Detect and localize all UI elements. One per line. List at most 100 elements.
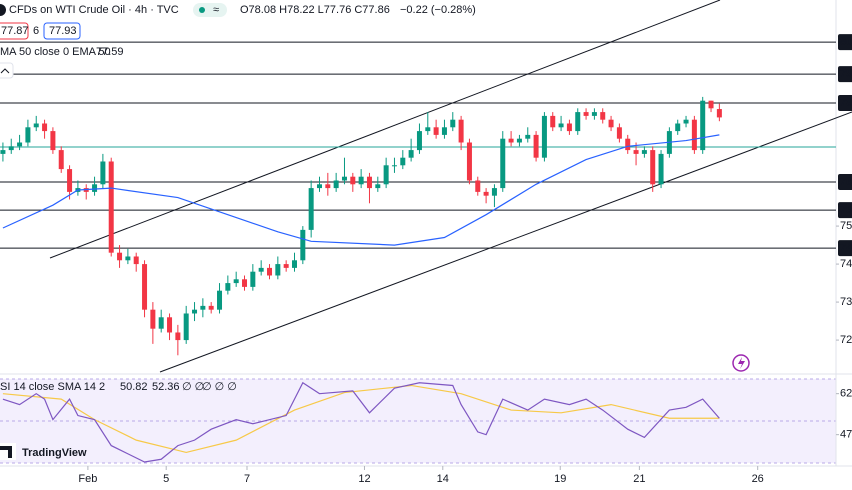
symbol-icon: [0, 4, 6, 16]
candle-body: [616, 127, 622, 139]
candle-body: [716, 109, 722, 118]
spread: 6: [33, 25, 39, 37]
candle-body: [583, 112, 589, 116]
x-tick-label: 5: [163, 473, 169, 485]
candle-body: [608, 119, 614, 128]
candle-body: [533, 134, 539, 158]
alert-icon[interactable]: [732, 354, 750, 372]
candle-body: [125, 256, 131, 261]
ask-box[interactable]: [43, 22, 81, 40]
level-tag: [838, 202, 852, 219]
x-tick-label: 26: [752, 473, 764, 485]
candle-body: [633, 150, 639, 154]
candle-body: [366, 176, 372, 189]
candle-body: [391, 165, 397, 167]
candle-body: [591, 112, 597, 116]
ask[interactable]: 77.93: [49, 25, 77, 37]
candle-body: [316, 184, 322, 189]
ema-legend-value: 77.59: [96, 46, 124, 58]
candle-body: [358, 176, 364, 185]
candle-body: [658, 153, 664, 185]
candle-body: [283, 264, 289, 268]
candle-body: [267, 267, 273, 276]
candle-body: [516, 138, 522, 143]
rsi-legend: SI 14 close SMA 14 2: [0, 381, 105, 393]
candle-body: [325, 184, 331, 189]
candle-body: [133, 256, 139, 265]
candle-body: [175, 332, 181, 341]
candle-body: [17, 142, 23, 147]
candle-body: [433, 127, 439, 135]
channel-lower: [159, 111, 852, 373]
ema-legend: MA 50 close 0 EMA 50: [0, 46, 111, 58]
candle-body: [575, 112, 581, 132]
candle-body: [500, 138, 506, 189]
candle-body: [92, 184, 98, 192]
candle-body: [375, 184, 381, 189]
candle-body: [458, 119, 464, 143]
level-label: 76: [840, 176, 852, 188]
candle-body: [100, 161, 106, 185]
candle-body: [25, 127, 31, 143]
change: −0.22 (−0.28%): [400, 4, 476, 16]
y-tick-label: 73: [840, 296, 852, 308]
candle-body: [233, 279, 239, 284]
candle-body: [408, 150, 414, 158]
rsi-legend-value: 50.82: [120, 381, 148, 393]
rsi-tick-label: 62: [840, 388, 852, 400]
logo-text: TradingView: [22, 447, 87, 459]
candle-body: [333, 180, 339, 189]
candle-body: [700, 100, 706, 151]
rsi-legend-sma: 52.36: [152, 381, 180, 393]
candle-body: [425, 127, 431, 132]
candle-body: [691, 119, 697, 151]
candle-body: [558, 123, 564, 128]
y-tick-label: 72: [840, 334, 852, 346]
candle-body: [167, 317, 173, 333]
candle-body: [142, 264, 148, 310]
candle-body: [150, 309, 156, 329]
candle-body: [8, 146, 14, 151]
candle-body: [33, 123, 39, 128]
candle-body: [308, 188, 314, 230]
bid-box[interactable]: [0, 22, 29, 40]
candle-body: [400, 157, 406, 166]
alert-bolt[interactable]: [738, 357, 745, 369]
bid[interactable]: 77.87: [1, 25, 29, 37]
candle-body: [650, 150, 656, 185]
x-tick-label: 14: [437, 473, 449, 485]
level-tag: [838, 66, 852, 83]
candle-body: [525, 134, 531, 139]
x-tick-label: 7: [244, 473, 250, 485]
ohlc: O78.08 H78.22 L77.76 C77.86: [240, 4, 390, 16]
candle-body: [117, 252, 123, 261]
level-tag: [838, 34, 852, 51]
candle-body: [708, 100, 714, 109]
candle-body: [158, 317, 164, 329]
candle-body: [550, 115, 556, 128]
rsi-sma-line: [2, 384, 720, 454]
candle-body: [483, 191, 489, 196]
candle-body: [50, 131, 56, 151]
ema-line: [2, 134, 720, 246]
candle-body: [641, 150, 647, 154]
candle-body: [625, 138, 631, 151]
level-tag: [838, 174, 852, 191]
candle-body: [250, 271, 256, 287]
collapse-arrow[interactable]: [0, 68, 10, 74]
candle-body: [683, 119, 689, 124]
candle-body: [300, 229, 306, 261]
candle-body: [350, 176, 356, 185]
level-label: 80: [840, 36, 852, 48]
candle-body: [475, 180, 481, 192]
status-dot: [199, 7, 205, 13]
candle-body: [200, 305, 206, 310]
level-label: 74: [840, 242, 852, 254]
logo-mark: [0, 446, 12, 458]
status-badge: [193, 3, 227, 17]
candle-body: [242, 279, 248, 287]
x-tick-label: 19: [554, 473, 566, 485]
candle-body: [58, 150, 64, 170]
candle-body: [675, 123, 681, 132]
